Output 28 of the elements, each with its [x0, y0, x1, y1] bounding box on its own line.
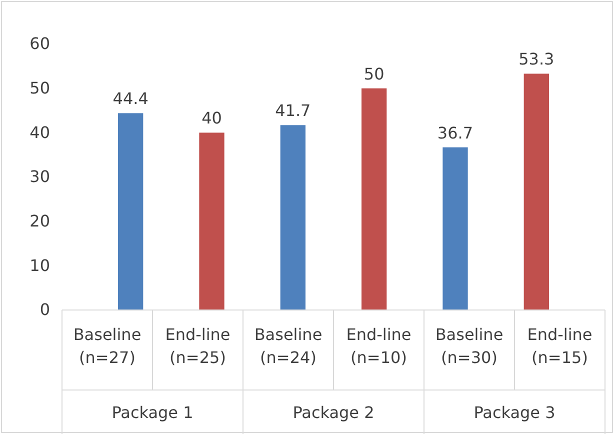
bar — [442, 147, 468, 310]
data-label: 41.7 — [275, 101, 311, 120]
x-tick-label: Baseline (n=24) — [254, 325, 322, 367]
y-tick-label: 40 — [30, 122, 50, 142]
y-tick-label: 10 — [30, 256, 50, 275]
bar — [524, 74, 549, 310]
x-tick-label: End-line (n=25) — [165, 325, 230, 367]
x-tick-label: Baseline (n=30) — [435, 325, 504, 367]
x-tick-label: End-line (n=10) — [346, 325, 412, 367]
data-label: 44.4 — [112, 89, 148, 108]
y-tick-label: 20 — [30, 211, 50, 230]
y-tick-label: 30 — [30, 167, 50, 186]
text: Package 1 — [112, 403, 194, 422]
y-tick-label: 50 — [30, 78, 50, 98]
x-tick-label: Baseline (n=27) — [73, 325, 142, 367]
data-label: 36.7 — [437, 123, 474, 142]
bar — [362, 88, 387, 310]
text: Package 3 — [474, 403, 556, 422]
bar — [199, 132, 224, 310]
data-label: 50 — [364, 64, 384, 84]
y-tick-label: 0 — [40, 300, 50, 320]
bar — [280, 125, 306, 310]
data-label: 40 — [202, 108, 222, 128]
y-tick-label: 60 — [30, 34, 50, 54]
bar — [118, 113, 144, 310]
x-tick-label: End-line (n=15) — [527, 325, 592, 367]
text: Package 2 — [292, 403, 374, 422]
data-label: 53.3 — [518, 50, 554, 69]
